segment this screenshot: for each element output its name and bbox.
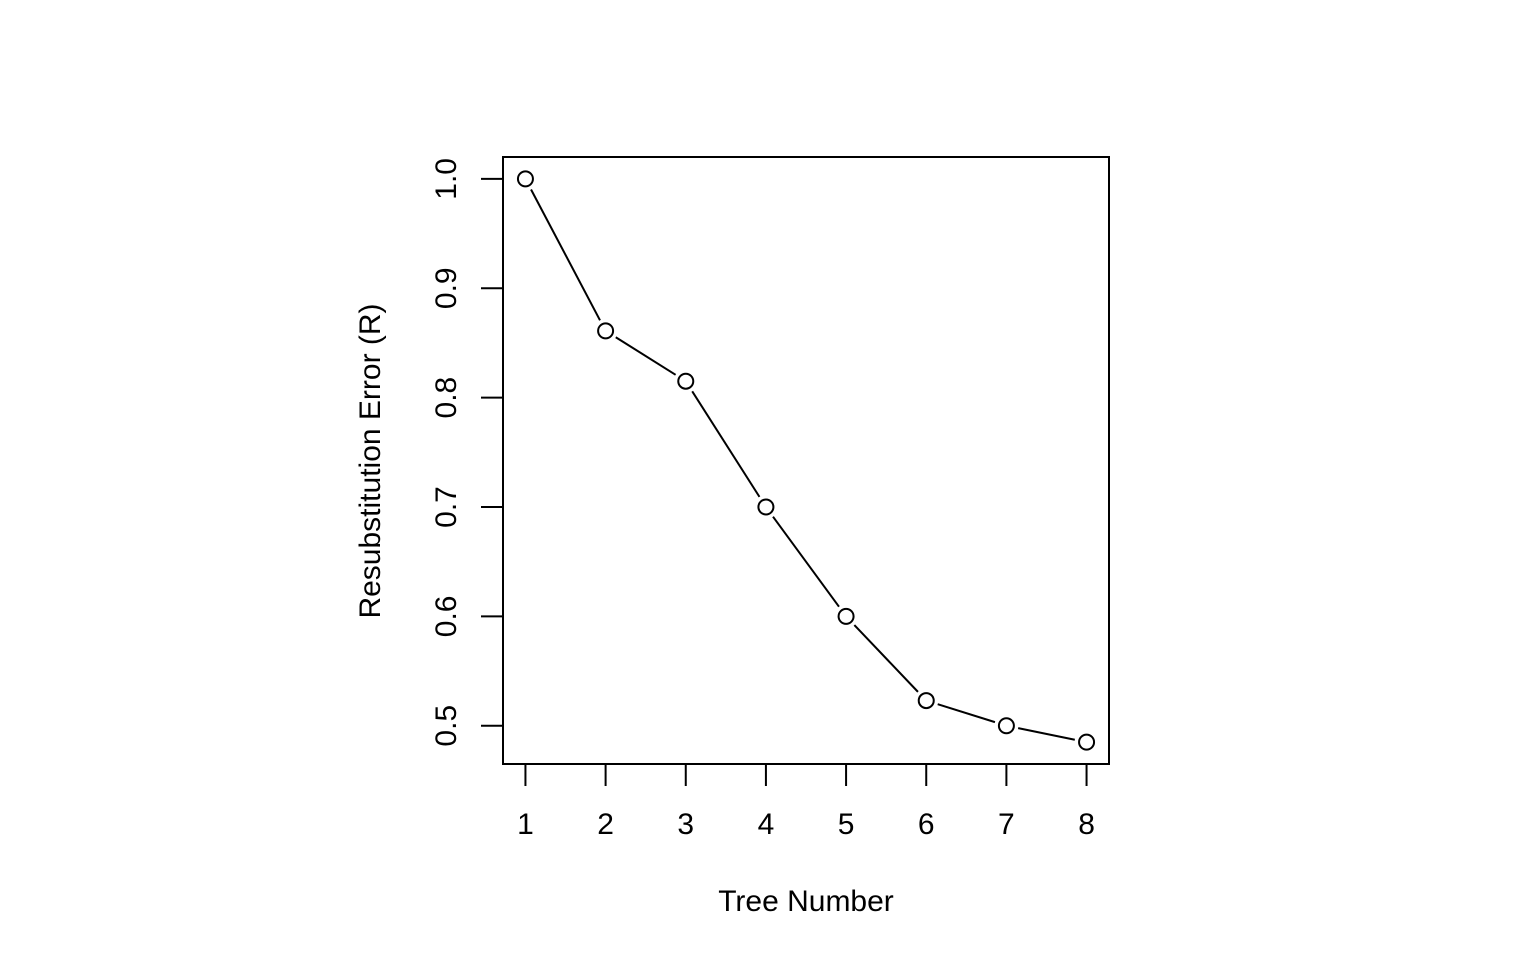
series-segment bbox=[937, 703, 996, 724]
x-tick-label: 4 bbox=[758, 808, 775, 841]
data-point bbox=[757, 498, 775, 516]
x-tick-label: 3 bbox=[677, 808, 694, 841]
data-point bbox=[837, 607, 855, 625]
series-segment bbox=[691, 390, 761, 498]
y-tick-label: 0.5 bbox=[430, 705, 463, 747]
y-tick-label: 0.7 bbox=[430, 486, 463, 528]
data-point bbox=[516, 170, 534, 188]
x-tick-label: 5 bbox=[838, 808, 855, 841]
series-segment bbox=[772, 516, 840, 608]
data-point bbox=[997, 717, 1015, 735]
y-tick-label: 0.9 bbox=[430, 267, 463, 309]
y-tick-label: 0.6 bbox=[430, 595, 463, 637]
x-tick-label: 1 bbox=[517, 808, 534, 841]
data-point bbox=[597, 322, 615, 340]
series-segment bbox=[1017, 727, 1075, 741]
series-segment bbox=[853, 624, 919, 693]
series-layer bbox=[516, 170, 1096, 751]
data-point bbox=[1078, 733, 1096, 751]
x-tick-label: 2 bbox=[597, 808, 614, 841]
series-segment bbox=[615, 336, 677, 376]
y-tick-label: 0.8 bbox=[430, 377, 463, 419]
data-point bbox=[677, 372, 695, 390]
x-axis-title: Tree Number bbox=[718, 885, 894, 918]
y-axis: 0.5 0.6 0.7 0.8 0.9 1.0 bbox=[430, 158, 503, 747]
x-axis: 1 2 3 4 5 6 7 8 bbox=[517, 764, 1095, 841]
x-tick-label: 7 bbox=[998, 808, 1015, 841]
data-point bbox=[917, 692, 935, 710]
y-axis-title: Resubstitution Error (R) bbox=[354, 303, 387, 618]
x-tick-label: 8 bbox=[1078, 808, 1095, 841]
y-tick-label: 1.0 bbox=[430, 158, 463, 200]
x-tick-label: 6 bbox=[918, 808, 935, 841]
series-segment bbox=[530, 189, 601, 321]
plot-frame bbox=[502, 156, 1110, 765]
